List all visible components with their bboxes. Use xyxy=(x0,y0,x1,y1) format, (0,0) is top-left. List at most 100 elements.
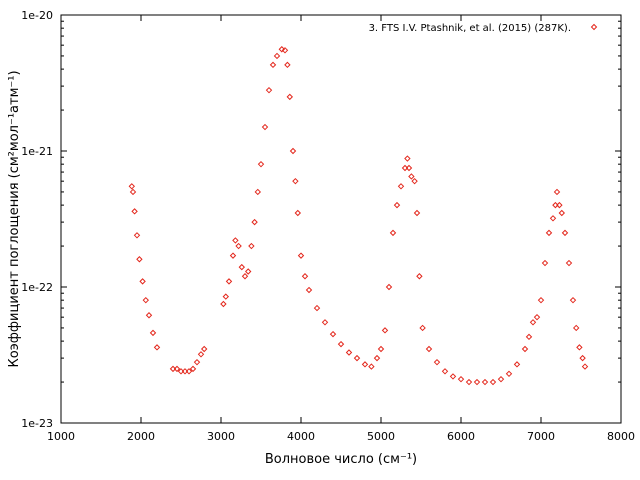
data-point xyxy=(139,278,146,285)
data-point xyxy=(232,237,239,244)
x-tick-label: 7000 xyxy=(527,430,555,443)
data-point xyxy=(449,373,457,380)
legend-marker xyxy=(590,23,598,31)
data-point xyxy=(297,252,305,259)
data-point xyxy=(238,263,246,271)
data-point xyxy=(229,252,237,259)
data-point xyxy=(128,183,136,190)
data-point xyxy=(284,61,291,69)
data-point xyxy=(393,201,401,209)
data-point xyxy=(419,324,426,332)
y-axis-ticks: 1e-20 1e-21 1e-22 1e-23 xyxy=(21,9,621,430)
data-point xyxy=(189,365,197,373)
data-point xyxy=(579,354,586,362)
data-point xyxy=(281,47,289,54)
data-point xyxy=(433,358,441,366)
data-point xyxy=(533,313,541,321)
data-point xyxy=(257,160,265,168)
data-point xyxy=(537,296,545,304)
data-point xyxy=(278,46,286,53)
data-point xyxy=(425,345,433,353)
data-point xyxy=(377,345,385,353)
data-point xyxy=(489,378,497,386)
y-tick-label: 1e-23 xyxy=(21,417,53,430)
x-tick-label: 5000 xyxy=(367,430,395,443)
x-tick-label: 4000 xyxy=(287,430,315,443)
data-point xyxy=(572,324,580,332)
data-point xyxy=(457,375,465,383)
y-tick-label: 1e-20 xyxy=(21,9,53,22)
data-point xyxy=(405,164,413,172)
x-tick-label: 2000 xyxy=(127,430,155,443)
data-point xyxy=(261,123,269,131)
data-point xyxy=(481,378,489,386)
x-axis-title: Волновое число (см⁻¹) xyxy=(265,452,417,467)
data-point xyxy=(251,218,258,226)
data-point xyxy=(173,365,181,373)
data-point xyxy=(129,188,137,196)
data-point xyxy=(197,351,205,358)
y-tick-label: 1e-22 xyxy=(21,281,53,294)
data-point xyxy=(553,188,561,196)
data-point xyxy=(368,363,375,370)
data-point xyxy=(397,183,405,190)
data-point xyxy=(569,296,577,304)
data-point xyxy=(241,273,249,280)
x-axis-ticks: 1000 2000 3000 4000 5000 6000 7000 8000 xyxy=(47,15,635,443)
legend-label: 3. FTS I.V. Ptashnik, et al. (2015) (287… xyxy=(369,23,571,34)
data-point xyxy=(465,378,473,386)
data-point xyxy=(193,358,201,366)
data-point xyxy=(244,268,252,275)
data-point xyxy=(321,319,329,326)
data-point xyxy=(185,368,193,375)
data-point xyxy=(473,378,481,386)
legend: 3. FTS I.V. Ptashnik, et al. (2015) (287… xyxy=(369,23,598,34)
data-point xyxy=(153,344,161,351)
data-point xyxy=(200,345,208,353)
data-point xyxy=(269,61,277,69)
data-point xyxy=(337,340,345,348)
data-point xyxy=(254,188,262,196)
data-point xyxy=(305,286,313,294)
data-point xyxy=(248,242,255,250)
data-point xyxy=(561,229,569,237)
data-point xyxy=(513,361,521,368)
data-point xyxy=(131,208,138,215)
data-points xyxy=(128,46,589,386)
x-tick-label: 8000 xyxy=(607,430,635,443)
data-point xyxy=(133,232,141,239)
data-point xyxy=(149,329,157,337)
data-point xyxy=(541,259,549,267)
data-point xyxy=(529,319,537,326)
data-point xyxy=(265,86,273,94)
data-point xyxy=(549,215,557,222)
data-point xyxy=(220,300,227,308)
data-point xyxy=(404,155,411,162)
data-point xyxy=(408,173,415,180)
data-point xyxy=(273,52,281,60)
data-point xyxy=(565,259,573,267)
data-point xyxy=(225,278,233,285)
data-point xyxy=(505,370,513,378)
data-point xyxy=(385,283,393,291)
data-point xyxy=(235,242,242,250)
x-tick-label: 3000 xyxy=(207,430,235,443)
data-point xyxy=(416,273,423,280)
data-point xyxy=(521,345,529,353)
data-point xyxy=(389,229,397,237)
data-point xyxy=(556,201,563,209)
data-point xyxy=(497,375,505,383)
y-axis-title: Коэффициент поглощения (см²мол⁻¹атм⁻¹) xyxy=(7,70,22,367)
data-point xyxy=(136,256,143,263)
x-tick-label: 1000 xyxy=(47,430,75,443)
data-point xyxy=(142,296,150,304)
data-point xyxy=(286,93,294,101)
data-point xyxy=(413,209,421,217)
data-point xyxy=(411,177,418,185)
data-point xyxy=(525,333,533,341)
data-point xyxy=(381,327,389,334)
data-point xyxy=(292,177,299,185)
data-point xyxy=(294,209,302,217)
data-point xyxy=(301,273,309,280)
